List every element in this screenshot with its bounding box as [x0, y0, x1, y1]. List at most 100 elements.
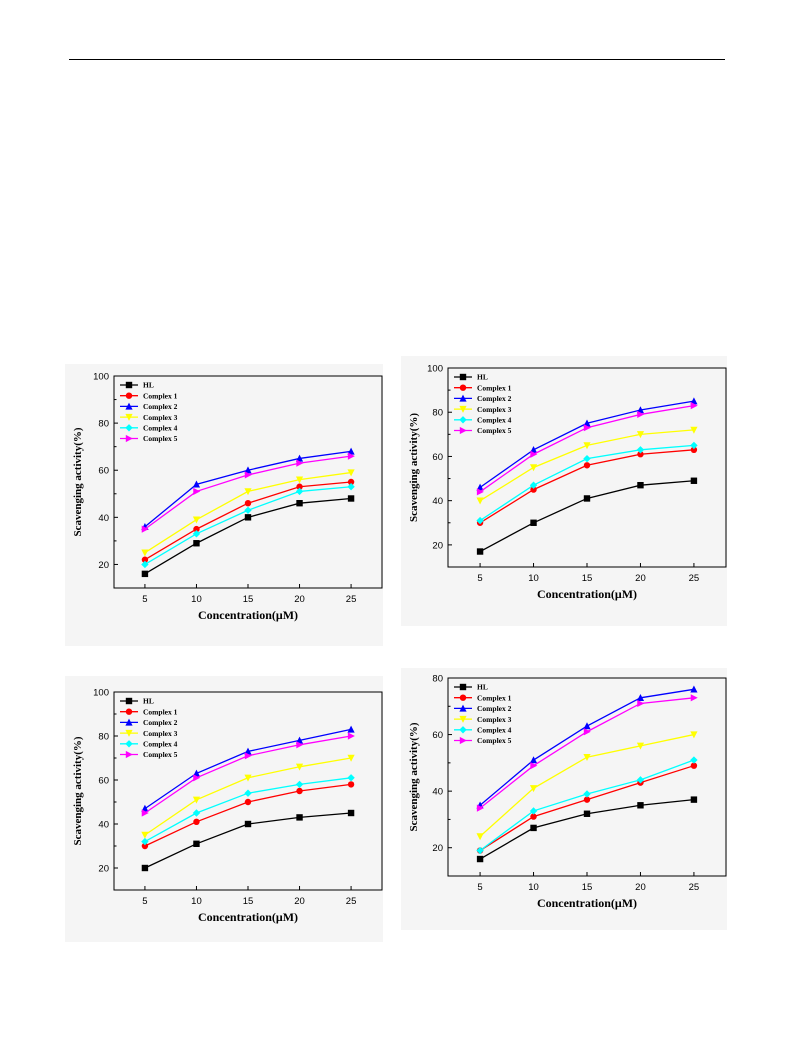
data-point [244, 471, 252, 479]
legend-label: Complex 3 [477, 715, 512, 724]
data-point [529, 464, 538, 472]
legend-marker [125, 413, 133, 421]
x-tick-label: 5 [477, 573, 482, 584]
legend-marker [459, 394, 467, 402]
data-point [295, 780, 304, 789]
legend-marker [125, 750, 133, 759]
chart-3: 5 10 15 20 25 20 40 60 80 100 Concentration(μM) Sca… [72, 688, 383, 924]
data-point [690, 694, 698, 702]
data-point [347, 809, 355, 817]
data-point [296, 741, 304, 749]
data-point [583, 424, 591, 432]
legend-marker [125, 381, 133, 389]
y-tick-label: 60 [98, 466, 109, 477]
data-point [141, 864, 149, 872]
y-tick-label: 20 [432, 843, 443, 854]
series-4 [476, 731, 698, 841]
series-1 [476, 477, 698, 555]
y-tick-label: 100 [93, 372, 109, 383]
legend-label: Complex 4 [477, 726, 512, 735]
data-point [476, 833, 484, 841]
series-6 [141, 732, 355, 817]
y-tick-label: 100 [427, 364, 443, 375]
legend-label: HL [143, 697, 154, 706]
data-point [529, 785, 538, 793]
data-point [193, 525, 200, 533]
data-point [637, 699, 645, 708]
legend-label: Complex 2 [143, 718, 178, 727]
x-tick-label: 15 [582, 573, 593, 584]
legend-label: HL [477, 683, 488, 692]
series-line [479, 688, 695, 806]
legend-marker [125, 434, 133, 443]
data-point [141, 842, 149, 850]
legend-marker [459, 683, 467, 691]
data-point [637, 481, 644, 489]
y-tick-label: 100 [93, 688, 109, 699]
data-point [690, 441, 698, 450]
y-tick-label: 80 [98, 419, 109, 430]
y-tick-label: 80 [98, 732, 109, 743]
data-point [690, 426, 698, 434]
data-point [529, 756, 538, 764]
legend-marker [125, 718, 133, 726]
y-tick-label: 20 [98, 864, 109, 875]
x-tick-label: 15 [243, 594, 254, 605]
data-point [583, 790, 591, 798]
x-axis-label: Concentration(μM) [198, 910, 298, 924]
data-point [530, 824, 537, 832]
data-point [476, 497, 484, 505]
data-point [193, 840, 200, 847]
data-point [296, 459, 304, 467]
data-point [347, 478, 355, 486]
data-point [583, 796, 591, 803]
legend-marker [125, 729, 133, 737]
data-point [141, 809, 149, 817]
data-point [476, 488, 484, 496]
series-6 [141, 452, 355, 533]
legend-label: Complex 2 [477, 394, 512, 403]
legend-marker [459, 426, 467, 435]
legend-marker [125, 424, 133, 432]
chart-1: 5 10 15 20 25 20 40 60 80 100 Concentration(μM) Sca… [72, 372, 383, 622]
data-point [583, 495, 591, 502]
x-tick-label: 25 [346, 594, 357, 605]
legend-marker [125, 740, 133, 748]
y-tick-label: 40 [432, 496, 443, 507]
data-point [244, 514, 252, 521]
data-point [244, 747, 252, 755]
data-point [637, 410, 645, 419]
x-tick-label: 10 [191, 896, 202, 907]
chart-panel-4: 5 10 15 20 25 20 40 60 80 Concentration(μM) Scaven… [401, 668, 727, 930]
x-tick-label: 20 [294, 896, 305, 907]
data-point [690, 446, 698, 454]
chart-panel-3: 5 10 15 20 25 20 40 60 80 100 Concentration(μM) Sca… [65, 676, 383, 942]
legend-label: HL [143, 381, 154, 390]
data-point [347, 732, 355, 740]
data-point [295, 454, 304, 462]
legend-label: Complex 3 [477, 405, 512, 414]
x-axis-label: Concentration(μM) [198, 608, 298, 622]
data-point [476, 516, 484, 525]
data-point [347, 483, 355, 491]
data-point [296, 483, 303, 490]
data-point [583, 442, 591, 450]
data-point [193, 540, 200, 547]
series-3 [476, 397, 698, 491]
legend-label: Complex 1 [143, 707, 178, 716]
data-point [347, 774, 355, 782]
data-point [637, 802, 644, 809]
series-4 [141, 754, 355, 839]
legend-label: Complex 5 [477, 426, 512, 435]
data-point [244, 798, 252, 806]
data-point [636, 776, 645, 784]
data-point [637, 451, 644, 458]
data-point [583, 454, 591, 463]
data-point [347, 781, 355, 788]
y-tick-label: 20 [98, 560, 109, 571]
legend-marker [459, 715, 467, 723]
y-tick-label: 40 [98, 513, 109, 524]
data-point [530, 813, 537, 820]
